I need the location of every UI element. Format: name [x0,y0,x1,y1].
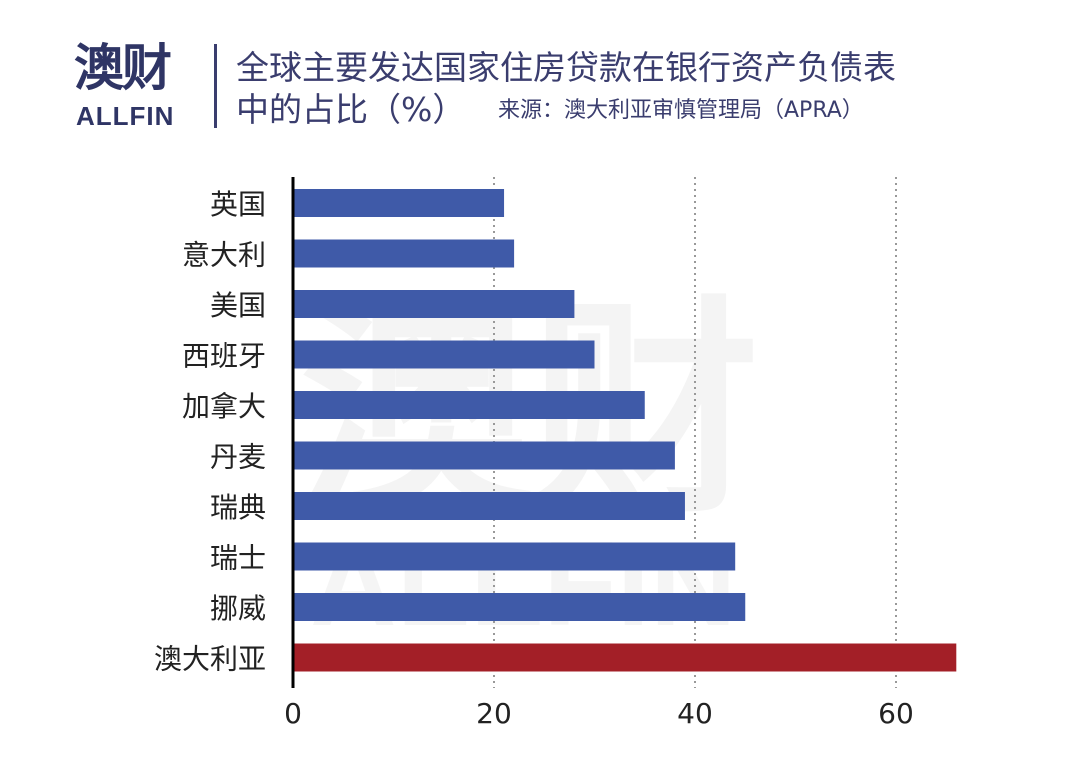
category-label-4: 加拿大 [182,390,266,423]
bar-2 [293,290,575,318]
category-label-1: 意大利 [182,239,266,272]
chart-source: 来源：澳大利亚审慎管理局（APRA） [498,98,864,123]
chart-header: 澳财 ALLFIN 全球主要发达国家住房贷款在银行资产负债表 中的占比（%） 来… [0,0,1080,150]
x-tick-label-60: 60 [878,697,914,730]
category-label-3: 西班牙 [182,340,266,373]
x-tick-label-20: 20 [476,697,512,730]
bar-7 [293,542,736,571]
logo-sub-text: ALLFIN [76,101,175,131]
category-label-8: 挪威 [210,592,266,625]
header-divider [214,44,217,128]
bar-9 [293,643,957,672]
chart-title-line1: 全球主要发达国家住房贷款在银行资产负债表 [236,48,896,87]
allfin-logo: 澳财 ALLFIN [74,40,194,130]
category-label-9: 澳大利亚 [154,643,266,676]
category-label-5: 丹麦 [210,441,266,474]
chart-title-line2: 中的占比（%） [236,90,466,129]
bar-1 [293,239,515,268]
bar-4 [293,391,645,419]
category-label-6: 瑞典 [210,491,266,524]
bar-6 [293,492,685,520]
category-label-2: 美国 [210,289,266,322]
logo-main-text: 澳财 [74,39,172,97]
category-label-0: 英国 [210,188,266,221]
bar-0 [293,189,505,217]
bar-8 [293,593,746,621]
bar-3 [293,340,595,369]
bar-5 [293,441,675,470]
category-label-7: 瑞士 [210,542,266,575]
x-tick-label-40: 40 [677,697,713,730]
x-tick-label-0: 0 [284,697,302,730]
